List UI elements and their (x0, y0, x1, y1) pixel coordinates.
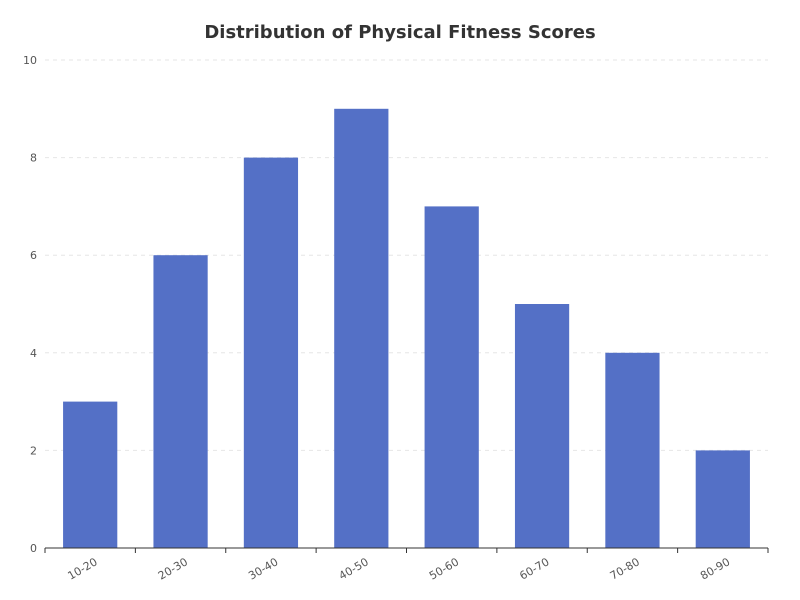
axes (44, 547, 769, 553)
x-tick-label: 10-20 (66, 555, 100, 582)
x-tick-label: 80-90 (698, 555, 732, 582)
bars (63, 108, 750, 549)
y-tick-label: 10 (23, 54, 37, 67)
chart-title: Distribution of Physical Fitness Scores (204, 22, 595, 43)
y-tick-labels: 0 2 4 6 8 10 (23, 54, 37, 555)
x-tick-label: 70-80 (608, 555, 642, 582)
bar[interactable] (63, 401, 118, 548)
bar[interactable] (514, 304, 570, 548)
bar[interactable] (153, 255, 208, 548)
bar[interactable] (334, 108, 389, 549)
x-tick-label: 60-70 (517, 555, 551, 582)
y-tick-label: 4 (30, 347, 37, 360)
bar[interactable] (243, 157, 299, 548)
bar[interactable] (695, 450, 750, 548)
x-tick-label: 50-60 (427, 555, 461, 582)
bar[interactable] (605, 352, 660, 548)
y-tick-label: 8 (30, 152, 37, 165)
x-tick-label: 40-50 (337, 555, 371, 582)
y-tick-label: 2 (30, 444, 37, 457)
y-tick-label: 6 (30, 249, 37, 262)
x-tick-labels: 10-20 20-30 30-40 40-50 50-60 60-70 70-80 80-90 (66, 555, 733, 582)
bar[interactable] (424, 206, 479, 548)
y-tick-label: 0 (30, 542, 37, 555)
x-tick-label: 20-30 (156, 555, 190, 582)
x-tick-label: 30-40 (246, 555, 280, 582)
